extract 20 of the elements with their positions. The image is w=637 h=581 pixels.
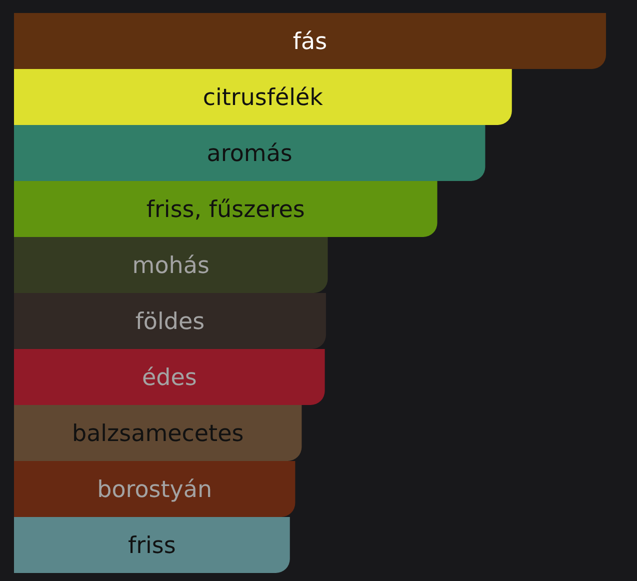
y-tick-label: földes [135,309,205,336]
bar [14,293,326,349]
bar [14,125,486,181]
y-tick-label: balzsamecetes [72,421,244,448]
bar [14,461,296,517]
bar [14,181,438,237]
bar [14,349,325,405]
bar [14,405,302,461]
y-tick-label: mohás [132,253,210,280]
y-tick-label: friss, fűszeres [146,197,305,224]
y-tick-label: citrusfélék [202,85,324,112]
y-tick-label: aromás [206,141,292,168]
bar [14,237,328,293]
bar [14,69,512,125]
y-tick-label: édes [142,365,197,392]
y-tick-label: fás [292,29,328,56]
bar [14,13,606,69]
bar [14,517,290,573]
y-tick-label: friss [128,533,176,560]
y-tick-label: borostyán [97,477,212,504]
